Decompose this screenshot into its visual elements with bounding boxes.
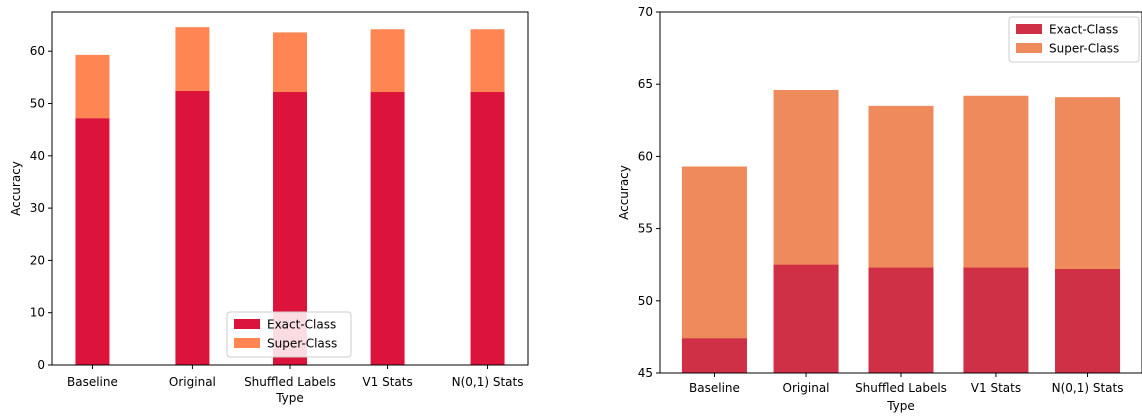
y-tick-label: 60 (30, 44, 45, 58)
y-tick-label: 0 (37, 358, 45, 372)
bar-exact-4 (470, 92, 505, 365)
x-tick-label: Original (169, 375, 216, 389)
bar-exact-3 (370, 92, 405, 365)
bar-super-4 (470, 29, 505, 93)
y-axis-title: Accuracy (9, 161, 23, 216)
x-tick-label: Baseline (689, 381, 740, 395)
bar-exact-0 (75, 118, 110, 365)
x-tick-label: N(0,1) Stats (1052, 381, 1124, 395)
x-tick-label: Original (783, 381, 830, 395)
bar-exact-class2 (868, 267, 934, 373)
legend: Exact-Class Super-Class (1008, 16, 1140, 63)
bar-super-3 (370, 29, 405, 93)
bar-super-0 (75, 54, 110, 119)
x-axis-title: Type (275, 391, 304, 405)
x-tick-label: Shuffled Labels (855, 381, 947, 395)
x-tick-label: Baseline (67, 375, 118, 389)
x-tick-label: V1 Stats (971, 381, 1021, 395)
legend-label: Exact-Class (267, 318, 336, 332)
y-tick-label: 10 (30, 306, 45, 320)
y-tick-label: 60 (638, 149, 653, 163)
y-tick-label: 50 (30, 97, 45, 111)
bar-exact-class0 (681, 338, 747, 373)
x-axis-title: Type (886, 399, 915, 413)
bar-exact-class4 (1055, 269, 1121, 373)
left-panel: 0 10 20 30 40 50 60 Baseline Original Shuffled La… (9, 11, 529, 405)
legend-label: Super-Class (267, 337, 337, 351)
y-tick-label: 45 (638, 366, 653, 380)
y-tick-label: 40 (30, 149, 45, 163)
y-axis-title: Accuracy (617, 165, 631, 220)
y-tick-label: 70 (638, 5, 653, 19)
legend-swatch (234, 338, 260, 348)
y-tick-label: 50 (638, 294, 653, 308)
legend-swatch (1016, 24, 1042, 34)
x-tick-label: Shuffled Labels (244, 375, 336, 389)
right-panel: 45 50 55 60 65 70 Baseline Original Shuffled Lab… (617, 5, 1142, 413)
x-tick-label: V1 Stats (362, 375, 412, 389)
legend-label: Super-Class (1049, 42, 1119, 56)
x-tick-label: N(0,1) Stats (452, 375, 524, 389)
y-tick-label: 55 (638, 222, 653, 236)
legend-label: Exact-Class (1049, 23, 1118, 37)
y-tick-label: 65 (638, 77, 653, 91)
y-tick-label: 30 (30, 201, 45, 215)
y-tick-label: 20 (30, 253, 45, 267)
bar-exact-class3 (963, 267, 1029, 373)
bar-exact-1 (175, 90, 210, 365)
bar-super-1 (175, 27, 210, 91)
legend-swatch (1016, 43, 1042, 53)
bar-super-2 (273, 32, 307, 93)
legend: Exact-Class Super-Class (226, 311, 352, 358)
bar-exact-class1 (773, 264, 839, 373)
legend-swatch (234, 319, 260, 329)
